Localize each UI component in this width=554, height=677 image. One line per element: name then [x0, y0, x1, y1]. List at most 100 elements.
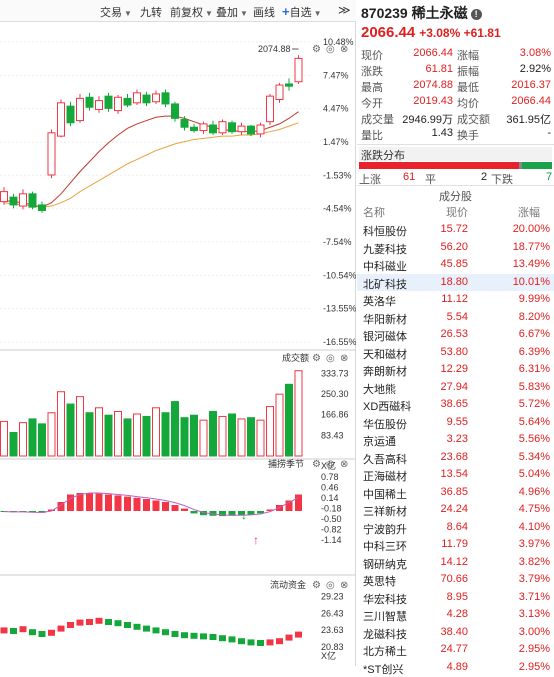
list-item[interactable]: 九菱科技 56.20 18.77%: [357, 239, 554, 257]
nine-turn-button[interactable]: 九转: [140, 7, 162, 19]
settings-icon: ◎: [326, 459, 335, 470]
list-item[interactable]: 中科磁业 45.85 13.49%: [357, 256, 554, 274]
cycle-bar: [57, 502, 65, 511]
stock-price: 24.77: [440, 643, 468, 655]
flow-marker: [276, 638, 283, 645]
chart-canvas[interactable]: 10.48% 7.47% 4.47% 1.47% -1.53% -4.54% -7.54% -…: [0, 22, 356, 666]
stock-change: 3.79%: [518, 573, 550, 585]
stock-change: 4.96%: [518, 485, 550, 498]
header-name[interactable]: 名称: [363, 207, 385, 219]
list-item[interactable]: 华伍股份 9.55 5.64%: [357, 414, 554, 432]
adjust-menu[interactable]: 前复权 ▼: [170, 7, 213, 19]
stock-price: 26.53: [440, 328, 468, 340]
list-item[interactable]: 英洛华 11.12 9.99%: [357, 291, 554, 309]
cycle-bar: [238, 511, 245, 516]
price-change: +3.08% +61.81: [419, 26, 501, 40]
stock-price: 15.72: [440, 223, 468, 235]
list-item[interactable]: 科恒股份 15.72 20.00%: [357, 221, 554, 239]
flow-marker: [86, 619, 93, 625]
stock-price: 14.12: [440, 555, 468, 568]
volume-bar: [294, 370, 303, 457]
list-item[interactable]: 正海磁材 13.54 5.04%: [357, 466, 554, 484]
list-item[interactable]: 久吾高科 23.68 5.34%: [357, 449, 554, 467]
list-item[interactable]: 龙磁科技 38.40 3.00%: [357, 624, 554, 642]
cycle-bar: [0, 511, 8, 512]
flow-marker: [95, 617, 103, 624]
cycle-line: [3, 492, 299, 516]
list-item[interactable]: 京运通 3.23 5.56%: [357, 431, 554, 449]
volume-bar: [9, 432, 18, 457]
trade-menu[interactable]: 交易 ▼: [100, 7, 132, 19]
volume-title: 成交额: [282, 352, 309, 363]
stock-change: 9.99%: [518, 293, 550, 305]
flow-marker: [57, 625, 65, 632]
list-item[interactable]: 中国稀土 36.85 4.96%: [357, 484, 554, 502]
list-item[interactable]: 华宏科技 8.95 3.71%: [357, 589, 554, 607]
gear-icon: ⚙: [312, 44, 321, 55]
header-change[interactable]: 涨幅: [518, 207, 540, 219]
gear-icon: ⚙: [312, 353, 321, 364]
stock-price: 53.80: [440, 345, 468, 358]
volume-tick-label: 333.73: [321, 368, 349, 378]
list-item[interactable]: 北方稀土 24.77 2.95%: [357, 641, 554, 659]
cycle-bar: [86, 493, 93, 511]
flow-marker: [295, 631, 302, 638]
stock-name: 银河磁体: [363, 331, 407, 343]
cycle-bar: [67, 494, 74, 511]
volume-bar: [28, 418, 37, 457]
quote-label: 最高: [361, 82, 383, 94]
stock-change: 5.64%: [518, 415, 550, 428]
stock-change: 6.31%: [518, 363, 550, 375]
overlay-menu[interactable]: 叠加 ▼: [216, 7, 248, 19]
list-item[interactable]: 北矿科技 18.80 10.01%: [357, 273, 554, 291]
price-tick-label: -13.55%: [323, 304, 356, 314]
flat-count: 2: [481, 171, 488, 183]
list-item[interactable]: 英思特 70.66 3.79%: [357, 571, 554, 589]
constituents-header: 名称 现价 涨幅: [357, 204, 554, 220]
add-watchlist-button[interactable]: +自选 ▼: [282, 4, 322, 19]
collapse-button[interactable]: ≫: [338, 3, 351, 17]
header-price[interactable]: 现价: [446, 207, 468, 219]
list-item[interactable]: 华阳新材 5.54 8.20%: [357, 309, 554, 327]
stock-change: 5.04%: [518, 468, 550, 480]
volume-tick-label: 83.43: [321, 430, 344, 440]
stock-name: 中科磁业: [363, 261, 407, 273]
quote-row: 今开 2019.43 均价 2066.44: [357, 94, 554, 110]
candle-body: [19, 193, 27, 207]
info-icon[interactable]: !: [470, 9, 482, 20]
stock-name: 北矿科技: [363, 278, 407, 291]
list-item[interactable]: 大地熊 27.94 5.83%: [357, 379, 554, 397]
stock-price: 13.54: [440, 468, 468, 480]
volume-bar: [266, 406, 274, 457]
list-item[interactable]: XD西磁科 38.65 5.72%: [357, 396, 554, 414]
candle-body: [85, 96, 94, 108]
stock-price: 11.79: [441, 538, 468, 550]
list-item[interactable]: 钢研纳克 14.12 3.82%: [357, 554, 554, 572]
draw-line-button[interactable]: 画线: [253, 7, 275, 19]
list-item[interactable]: 三川智慧 4.28 3.13%: [357, 606, 554, 624]
list-item[interactable]: 宁波韵升 8.64 4.10%: [357, 519, 554, 537]
stock-price: 11.12: [441, 293, 468, 305]
stock-name: 京运通: [363, 436, 396, 448]
cycle-bar: [105, 494, 112, 511]
cycle-bar: [219, 511, 226, 517]
quote-row: 成交量 2946.99万 成交额 361.95亿: [357, 110, 554, 126]
candle-body: [142, 94, 151, 104]
stock-change: 3.00%: [518, 625, 550, 638]
list-item[interactable]: 银河磁体 26.53 6.67%: [357, 326, 554, 344]
flow-tick-label: 23.63: [321, 625, 344, 635]
candle-body: [95, 100, 103, 110]
list-item[interactable]: 天和磁材 53.80 6.39%: [357, 344, 554, 362]
stock-change: 5.34%: [518, 450, 550, 463]
list-item[interactable]: 奔朗新材 12.29 6.31%: [357, 361, 554, 379]
candle-body: [9, 196, 18, 206]
chart-panel[interactable]: 交易 ▼ 九转 前复权 ▼ 叠加 ▼ 画线 +自选 ▼ ≫ 10.48% 7.47% 4.4…: [0, 0, 356, 666]
volume-bar: [285, 383, 293, 457]
volume-bar: [95, 407, 103, 457]
list-item[interactable]: *ST创兴 4.89 2.95%: [357, 659, 554, 677]
flow-marker: [76, 619, 84, 626]
stock-name: 三川智慧: [363, 611, 407, 623]
candle-body: [0, 191, 8, 203]
list-item[interactable]: 三祥新材 24.24 4.75%: [357, 501, 554, 519]
list-item[interactable]: 中科三环 11.79 3.97%: [357, 536, 554, 554]
